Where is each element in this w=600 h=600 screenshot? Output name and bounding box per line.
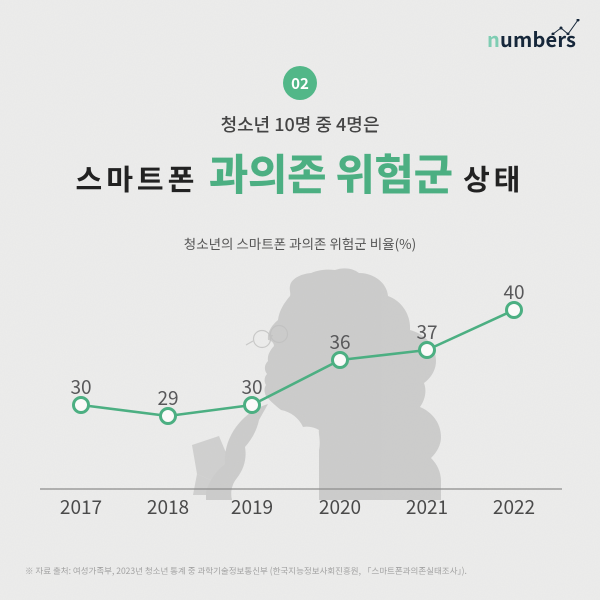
svg-text:2020: 2020 <box>319 493 361 520</box>
svg-text:36: 36 <box>329 328 350 355</box>
svg-text:2017: 2017 <box>60 493 102 520</box>
svg-text:2018: 2018 <box>147 493 189 520</box>
svg-text:2022: 2022 <box>493 493 535 520</box>
svg-text:30: 30 <box>241 373 262 400</box>
svg-text:2021: 2021 <box>406 493 448 520</box>
svg-text:2019: 2019 <box>231 493 273 520</box>
svg-text:37: 37 <box>416 318 437 345</box>
svg-text:40: 40 <box>503 278 524 305</box>
svg-text:29: 29 <box>157 384 178 411</box>
svg-text:30: 30 <box>70 373 91 400</box>
